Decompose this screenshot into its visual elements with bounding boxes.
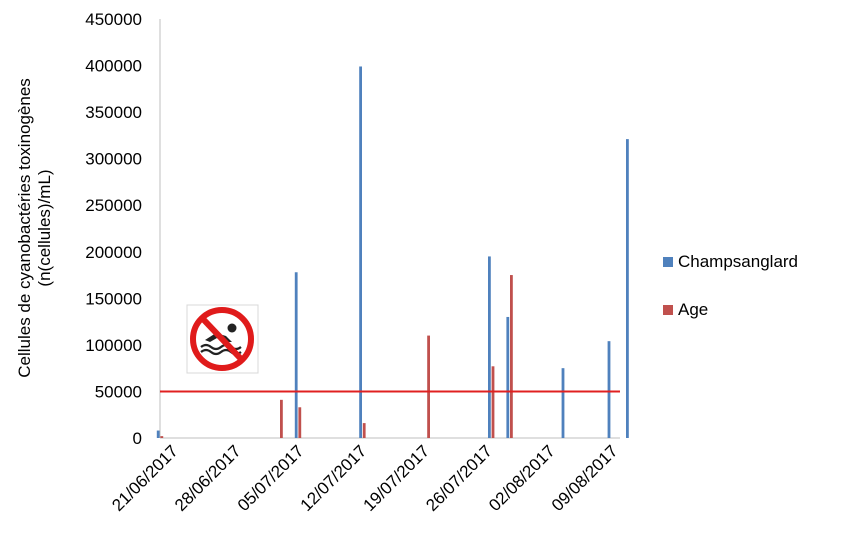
y-tick-label: 350000 <box>85 103 142 122</box>
legend-label: Age <box>678 300 709 319</box>
x-tick-label: 02/08/2017 <box>485 441 559 515</box>
legend-swatch <box>663 305 673 315</box>
y-tick-label: 200000 <box>85 243 142 262</box>
y-axis-label: Cellules de cyanobactéries toxinogènes (n… <box>15 78 54 378</box>
bar-champsanglard <box>488 256 491 438</box>
x-tick-label: 05/07/2017 <box>234 441 308 515</box>
legend-item: Champsanglard <box>663 250 798 274</box>
no-swimming-icon <box>186 304 259 374</box>
x-tick-label: 19/07/2017 <box>359 441 433 515</box>
y-tick-label: 0 <box>133 429 142 448</box>
y-axis-ticks: 0 50000 100000 150000 200000 250000 300000 3500… <box>85 10 142 448</box>
x-tick-label: 28/06/2017 <box>171 441 245 515</box>
y-tick-label: 100000 <box>85 336 142 355</box>
x-tick-label: 26/07/2017 <box>422 441 496 515</box>
bar-age <box>510 275 513 438</box>
bar-champsanglard <box>359 66 362 438</box>
bar-champsanglard <box>626 139 629 438</box>
bar-champsanglard <box>607 341 611 438</box>
y-axis-label-line: (n(cellules)/mL) <box>35 169 54 286</box>
y-tick-label: 150000 <box>85 289 142 308</box>
bar-age <box>427 335 430 438</box>
y-tick-label: 400000 <box>85 57 142 76</box>
x-tick-label: 12/07/2017 <box>297 441 371 515</box>
bar-champsanglard <box>294 272 298 438</box>
y-axis-label-line: Cellules de cyanobactéries toxinogènes <box>15 78 34 378</box>
x-axis-ticks: 21/06/201728/06/201705/07/201712/07/2017… <box>108 441 621 515</box>
plot-area <box>156 19 629 439</box>
y-tick-label: 250000 <box>85 196 142 215</box>
bar-age <box>362 423 366 438</box>
y-tick-label: 300000 <box>85 150 142 169</box>
bar-age <box>280 399 283 438</box>
y-tick-label: 450000 <box>85 10 142 29</box>
x-tick-label: 21/06/2017 <box>108 441 182 515</box>
legend-item: Age <box>663 298 798 322</box>
bar-age <box>160 436 164 438</box>
bar-age <box>298 407 302 438</box>
legend: Champsanglard Age <box>663 250 798 346</box>
bar-champsanglard <box>561 368 565 438</box>
bar-champsanglard <box>156 430 160 438</box>
x-tick-label: 09/08/2017 <box>548 441 622 515</box>
y-tick-label: 50000 <box>95 382 142 401</box>
bar-age <box>491 366 495 438</box>
legend-swatch <box>663 257 673 267</box>
legend-label: Champsanglard <box>678 252 799 271</box>
bar-champsanglard <box>506 316 510 438</box>
